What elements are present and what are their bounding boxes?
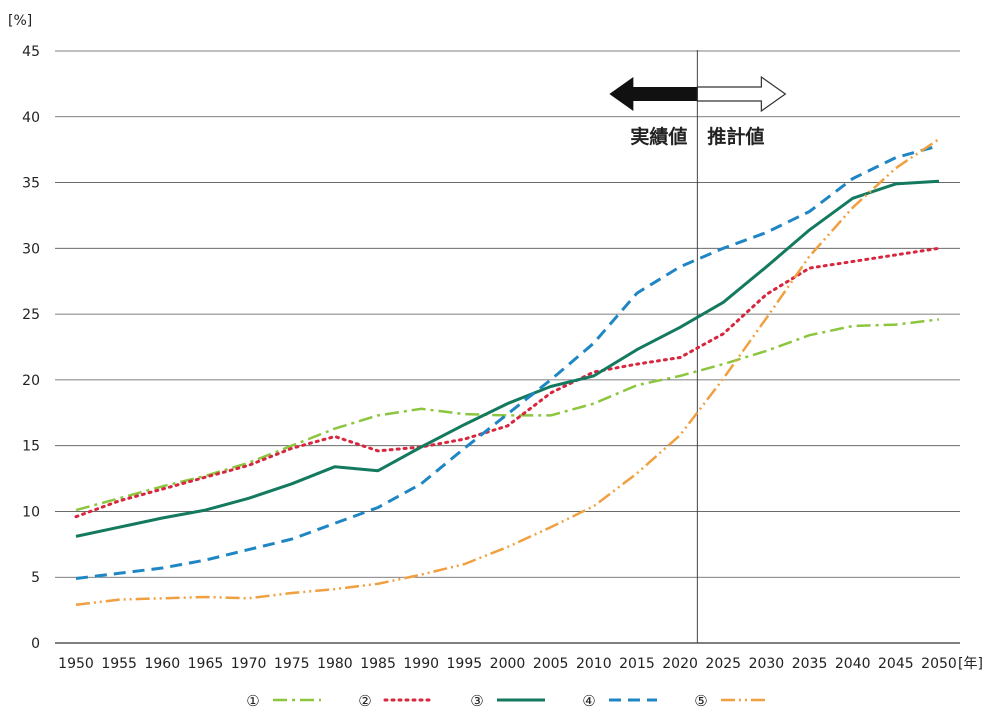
series-line-2	[74, 246, 941, 519]
y-tick-label: 45	[22, 44, 40, 60]
x-tick-label: 1980	[317, 656, 353, 672]
y-tick-label: 25	[22, 307, 40, 323]
legend: ① ② ③ ④ ⑤	[246, 692, 769, 710]
legend-label-2: ②	[358, 692, 371, 710]
x-tick-label: 2000	[490, 656, 526, 672]
x-tick-label: 2010	[576, 656, 612, 672]
y-tick-label: 0	[31, 636, 40, 652]
x-tick-label: 2035	[792, 656, 828, 672]
legend-label-1: ①	[246, 692, 259, 710]
projected-arrow-icon	[696, 75, 787, 113]
y-axis-unit-label: [%]	[8, 13, 32, 29]
y-tick-label: 5	[31, 570, 40, 586]
x-tick-label: 1975	[274, 656, 310, 672]
actual-arrow-icon	[609, 77, 698, 111]
series-line-1	[75, 318, 940, 512]
x-tick-label: 1985	[360, 656, 396, 672]
x-tick-label: 1960	[144, 656, 180, 672]
x-tick-label: 2050	[921, 656, 957, 672]
x-tick-label: 2020	[662, 656, 698, 672]
y-tick-label: 30	[22, 241, 40, 257]
x-tick-label: 2040	[835, 656, 871, 672]
x-tick-label: 2030	[749, 656, 785, 672]
series-line-5	[75, 138, 940, 607]
actual-projected-divider: 実績値 推計値	[609, 50, 787, 643]
series-line-4	[75, 144, 940, 580]
y-tick-label: 10	[22, 504, 40, 520]
series-line-3	[75, 179, 940, 538]
x-axis-unit-label: [年]	[958, 656, 983, 672]
x-tick-label: 1970	[231, 656, 267, 672]
y-tick-label: 40	[22, 110, 40, 126]
legend-label-5: ⑤	[694, 692, 707, 710]
y-axis-ticks: 0 5 10 15 20 25 30 35 40 45	[22, 44, 40, 652]
y-tick-label: 20	[22, 373, 40, 389]
projected-values-label: 推計値	[707, 125, 764, 148]
x-tick-label: 2015	[619, 656, 655, 672]
x-axis-ticks: 1950 1955 1960 1965 1970 1975 1980 1985 1990 1995…	[58, 656, 957, 672]
legend-label-4: ④	[582, 692, 595, 710]
x-tick-label: 2045	[878, 656, 914, 672]
x-tick-label: 2025	[705, 656, 741, 672]
x-tick-label: 1955	[101, 656, 137, 672]
y-tick-label: 35	[22, 176, 40, 192]
x-tick-label: 1990	[403, 656, 439, 672]
x-tick-label: 2005	[533, 656, 569, 672]
legend-label-3: ③	[470, 692, 483, 710]
grid-lines	[55, 50, 960, 644]
y-tick-label: 15	[22, 439, 40, 455]
x-tick-label: 1995	[447, 656, 483, 672]
x-tick-label: 1965	[188, 656, 224, 672]
series-lines	[74, 138, 941, 607]
x-tick-label: 1950	[58, 656, 94, 672]
actual-values-label: 実績値	[630, 125, 687, 148]
